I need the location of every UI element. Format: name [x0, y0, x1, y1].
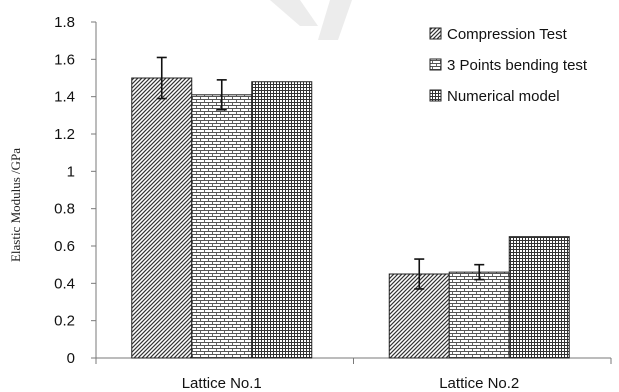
y-tick-label: 0 [67, 350, 75, 367]
legend-swatch [429, 89, 442, 102]
bar [448, 271, 510, 359]
y-tick-label: 0.4 [54, 275, 75, 292]
legend-label: 3 Points bending test [447, 57, 588, 74]
y-ticks: 0 0.2 0.4 0.6 0.8 1 1.2 1.4 1.6 1.8 [54, 14, 96, 367]
legend: Compression Test 3 Points bending test Num… [429, 26, 588, 105]
y-tick-label: 1.6 [54, 51, 75, 68]
bar [131, 77, 193, 359]
bar [508, 236, 570, 359]
y-tick-label: 0.6 [54, 238, 75, 255]
legend-swatch [429, 58, 442, 71]
bars [131, 77, 570, 359]
y-tick-label: 1.4 [54, 89, 75, 106]
error-bars [156, 56, 485, 290]
watermark-shape [270, 0, 352, 40]
x-tick-label: Lattice No.2 [439, 375, 519, 392]
y-axis-title: Elastic Modulus /GPa [8, 148, 23, 262]
y-axis-label: Elastic Modulus /GPa [8, 148, 23, 262]
x-tick-label: Lattice No.1 [182, 375, 262, 392]
bar [191, 94, 253, 359]
legend-label: Numerical model [447, 88, 560, 105]
y-tick-label: 0.2 [54, 313, 75, 330]
legend-label: Compression Test [447, 26, 568, 43]
y-tick-label: 1.8 [54, 14, 75, 31]
x-tick-labels: Lattice No.1 Lattice No.2 [182, 375, 520, 392]
y-tick-label: 1 [67, 163, 75, 180]
bar [251, 81, 313, 359]
y-tick-label: 0.8 [54, 201, 75, 218]
legend-swatch [429, 27, 442, 40]
y-tick-label: 1.2 [54, 126, 75, 143]
